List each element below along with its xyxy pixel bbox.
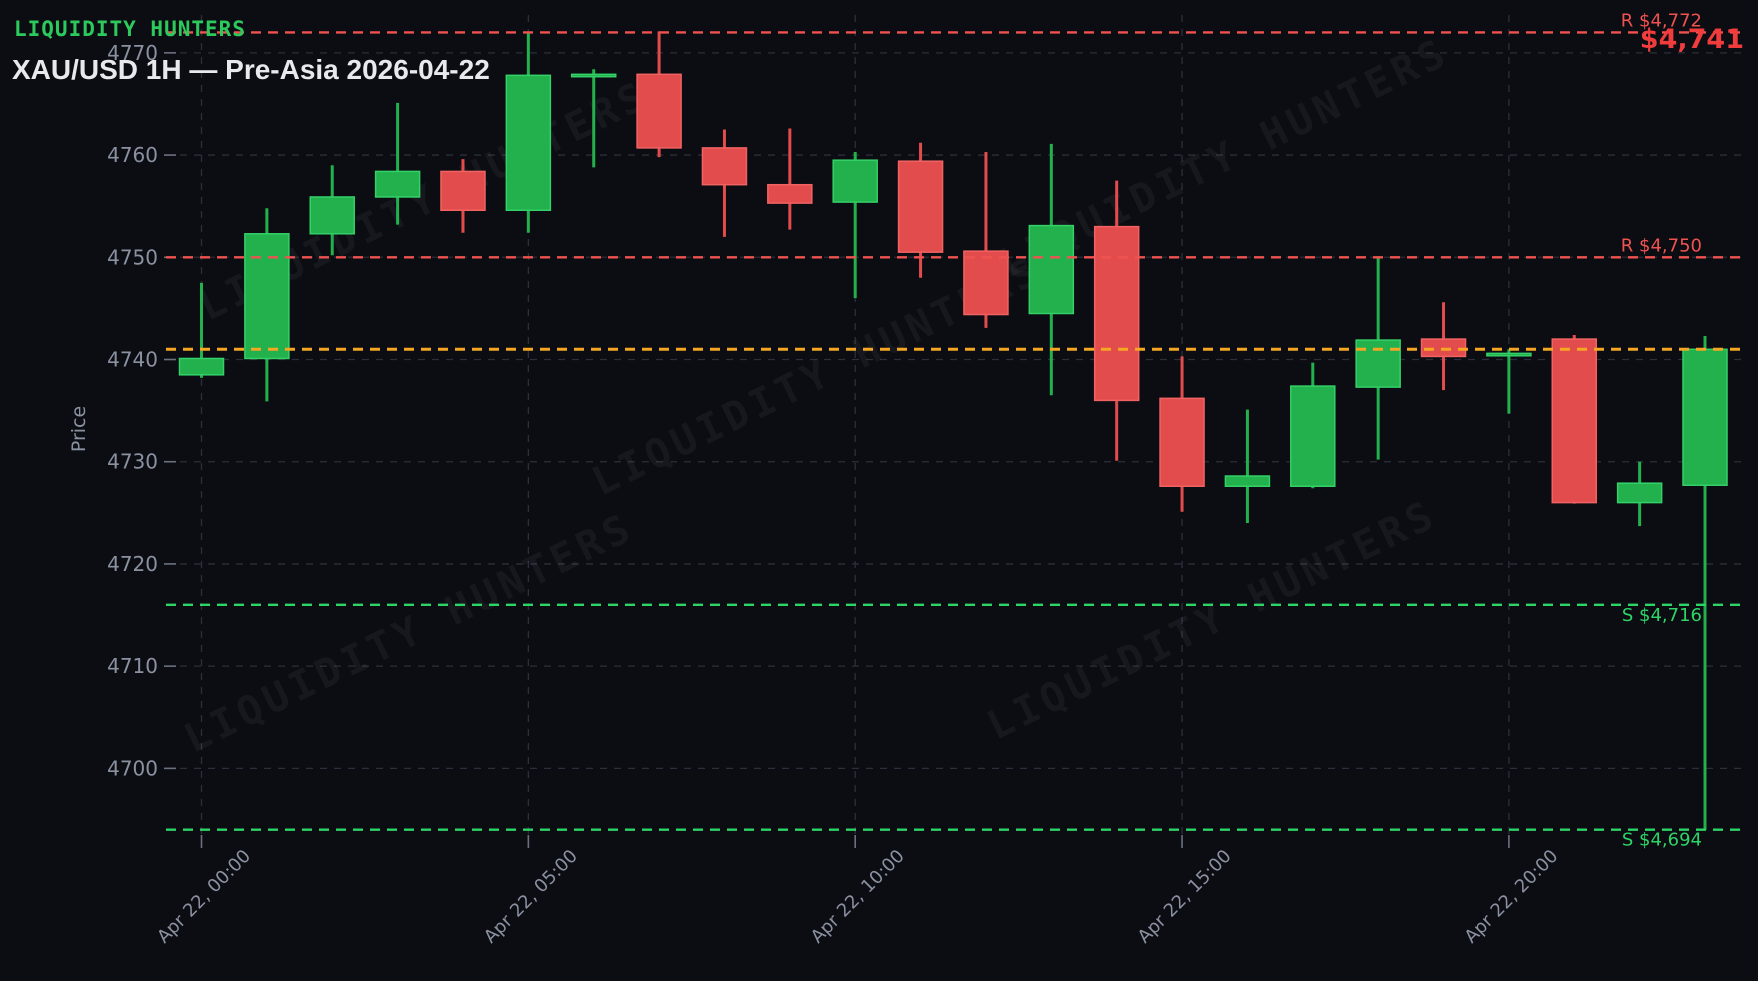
candle [178,282,225,378]
level-label-support: S $4,716 [1622,605,1702,626]
candle [570,69,617,168]
candle-body [1551,338,1598,504]
y-tick-label: 4730 [107,450,158,474]
candle [832,151,878,299]
current-price-label: $4,741 [1640,24,1744,55]
y-tick-label: 4760 [107,143,158,167]
candle [1551,334,1598,504]
candle-body [636,73,682,149]
y-tick-label: 4700 [107,756,158,780]
candle-body [505,74,552,212]
x-tick-label: Apr 22, 00:00 [153,846,255,948]
candle [1355,256,1401,460]
candle-body [1420,338,1467,358]
levels-layer: R $4,772 R $4,750 S $4,716 S $4,694 [166,10,1742,851]
level-label-resistance: R $4,772 [1621,10,1702,31]
candle-body [570,73,617,78]
candle [244,208,290,402]
brand-logo: LIQUIDITY HUNTERS [14,17,246,41]
candle-body [1616,482,1663,504]
x-tick-label: Apr 22, 20:00 [1461,846,1563,948]
candle [897,142,944,278]
candle-body [832,159,878,203]
candle [1616,461,1663,527]
candles-layer [178,31,1728,830]
x-tick-label: Apr 22, 05:00 [480,846,582,948]
y-tick-label: 4740 [107,348,158,372]
candle-body [767,183,813,204]
candle-body [309,196,355,235]
candle [1224,409,1271,524]
y-tick-label: 4770 [107,41,158,65]
x-tick-label: Apr 22, 10:00 [807,846,909,948]
candle [1682,335,1728,830]
candle-body [1224,475,1271,488]
candle [374,102,421,225]
candle [963,151,1009,328]
level-label-resistance: R $4,750 [1621,235,1702,256]
level-label-support: S $4,694 [1622,830,1702,851]
candle [505,32,552,233]
candle-body [244,233,290,360]
y-tick-label: 4720 [107,552,158,576]
candle-body [178,357,225,376]
candle [1420,302,1467,391]
candle [1028,143,1075,396]
candle [767,128,813,230]
candle-body [1355,339,1401,388]
candle [440,159,486,233]
candle-body [701,147,748,186]
y-axis-title: Price [68,406,90,452]
candle [1290,362,1336,489]
x-tick-label: Apr 22, 15:00 [1134,846,1236,948]
candle-body [1290,385,1336,488]
watermark-text: LIQUIDITY HUNTERS [980,491,1445,749]
watermark-layer: LIQUIDITY HUNTERS LIQUIDITY HUNTERSLIQUID… [177,29,1457,762]
grid-layer: 4700 4710 4720 4730 4740 4750 4760 4770 Apr 22, … [107,15,1744,948]
candle-body [440,170,486,212]
candle-body [1486,352,1532,357]
candle [636,31,682,158]
candle [1159,356,1205,512]
candle [1093,180,1140,461]
chart-title: XAU/USD 1H — Pre-Asia 2026-04-22 [12,54,490,85]
candle [309,165,355,256]
candle-body [963,250,1009,316]
candle-body [374,170,421,198]
candle [701,129,748,237]
y-tick-label: 4750 [107,245,158,269]
y-tick-label: 4710 [107,654,158,678]
watermark-text: LIQUIDITY HUNTERS [177,504,642,762]
candle-body [1028,224,1075,315]
candle-body [1093,225,1140,402]
candle-body [1682,348,1728,486]
candle-body [897,160,944,253]
candle [1486,349,1532,414]
candle-body [1159,397,1205,488]
